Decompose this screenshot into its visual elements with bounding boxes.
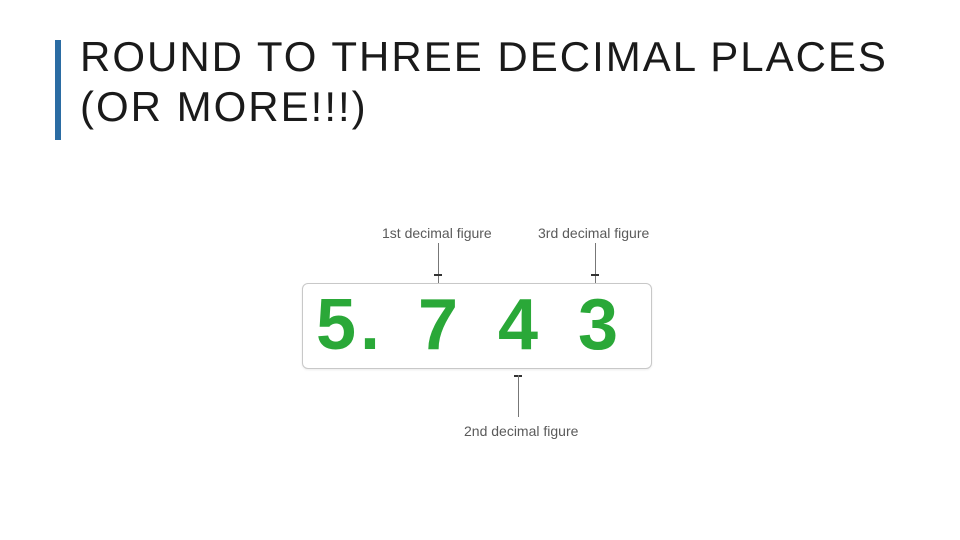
slide-title: ROUND TO THREE DECIMAL PLACES (OR MORE!!… bbox=[80, 32, 960, 131]
label-third-decimal: 3rd decimal figure bbox=[538, 225, 649, 241]
title-accent-bar bbox=[55, 40, 61, 140]
pointer-third bbox=[595, 243, 596, 283]
pointer-first bbox=[438, 243, 439, 283]
digit-thousandths: 3 bbox=[578, 289, 618, 361]
pointer-second bbox=[518, 375, 519, 417]
digit-integer: 5 bbox=[316, 289, 356, 361]
label-first-decimal: 1st decimal figure bbox=[382, 225, 492, 241]
digit-hundredths: 4 bbox=[498, 289, 538, 361]
label-second-decimal: 2nd decimal figure bbox=[464, 423, 578, 439]
tick-third bbox=[591, 274, 599, 276]
slide: ROUND TO THREE DECIMAL PLACES (OR MORE!!… bbox=[0, 0, 960, 540]
digit-tenths: 7 bbox=[418, 289, 458, 361]
tick-first bbox=[434, 274, 442, 276]
decimal-point: . bbox=[360, 289, 380, 361]
decimal-diagram: 1st decimal figure 3rd decimal figure 5 … bbox=[260, 225, 690, 465]
